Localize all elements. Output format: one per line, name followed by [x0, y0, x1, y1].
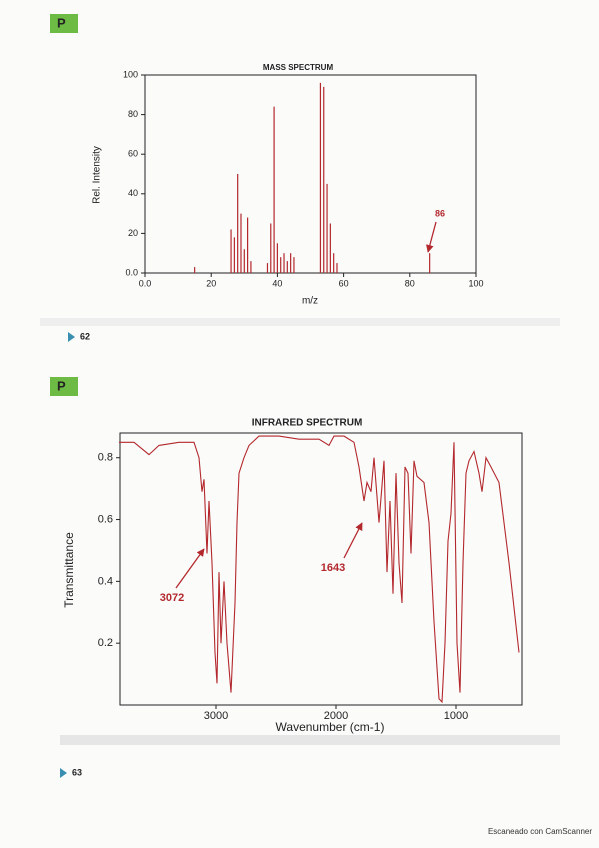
y-tick-label: 20 [128, 228, 138, 238]
plot-frame [144, 74, 477, 274]
y-axis-label: Transmittance [62, 532, 76, 608]
y-tick-label: 100 [123, 69, 138, 79]
page-marker [68, 332, 75, 342]
page-number: 62 [80, 331, 90, 341]
x-tick-label: 2000 [324, 710, 348, 722]
x-axis-label: m/z [302, 296, 318, 307]
x-axis-label: Wavenumber (cm-1) [276, 720, 385, 734]
plot-frame [119, 432, 523, 706]
x-tick-label: 40 [272, 278, 282, 288]
annotation: 1643 [321, 562, 345, 574]
chart-title: MASS SPECTRUM [263, 63, 334, 72]
x-tick-label: 60 [339, 278, 349, 288]
annotation: 86 [435, 208, 445, 218]
chart-1: INFRARED SPECTRUM Wavenumber (cm-1) Transm… [62, 418, 523, 734]
y-tick-label: 0.4 [98, 575, 113, 587]
spectrum-line [119, 435, 520, 704]
annotation-arrow [343, 522, 363, 559]
y-tick-label: 60 [128, 149, 138, 159]
x-tick-label: 80 [405, 278, 415, 288]
badge-label: P [57, 378, 66, 393]
annotation-arrow [426, 221, 437, 253]
badge-label: P [57, 15, 66, 30]
scan-strip [60, 735, 560, 745]
chart-title: INFRARED SPECTRUM [252, 418, 363, 429]
x-tick-label: 3000 [204, 710, 228, 722]
y-tick-label: 0.6 [98, 513, 113, 525]
y-tick-label: 0.0 [125, 267, 138, 277]
page-marker [60, 768, 67, 778]
x-tick-label: 100 [468, 278, 483, 288]
x-tick-label: 1000 [444, 710, 468, 722]
annotation-arrow [175, 548, 205, 589]
footer: Escaneado con CamScanner [488, 827, 592, 836]
badge [50, 14, 78, 33]
y-tick-label: 0.2 [98, 637, 113, 649]
x-tick-label: 20 [206, 278, 216, 288]
chart-0: MASS SPECTRUM m/z Rel. Intensity 0.0 20 40 60 8… [92, 63, 484, 307]
scan-strip [40, 318, 560, 326]
annotation: 3072 [160, 592, 184, 604]
badge [50, 377, 78, 396]
y-axis-label: Rel. Intensity [92, 146, 103, 204]
y-tick-label: 40 [128, 188, 138, 198]
x-tick-label: 0.0 [139, 278, 152, 288]
y-tick-label: 0.8 [98, 452, 113, 464]
y-tick-label: 80 [128, 109, 138, 119]
page-number: 63 [72, 767, 82, 777]
